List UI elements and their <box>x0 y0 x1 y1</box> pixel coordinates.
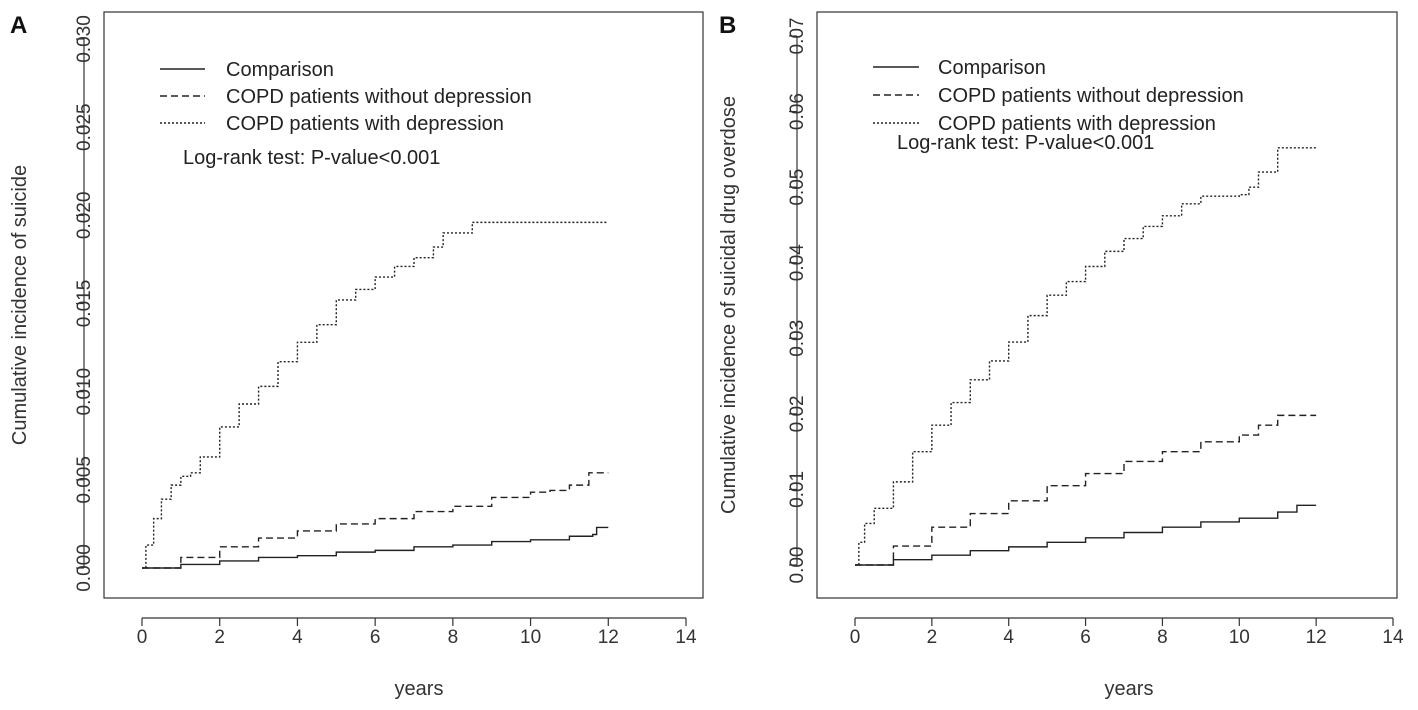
y-tick-label: 0.015 <box>74 280 95 328</box>
x-tick-label: 8 <box>448 627 459 648</box>
km-chart-drug-overdose: B 0 2 4 6 8 10 12 14 0.00 0.01 0.02 0.03 0.04 0.05 0.06… <box>718 11 1404 700</box>
y-tick-label: 0.04 <box>787 244 808 281</box>
y-tick-label: 0.01 <box>787 471 808 508</box>
series-line-dotted <box>855 147 1317 566</box>
x-tick-label: 12 <box>1306 627 1327 648</box>
y-tick-label: 0.010 <box>74 368 95 416</box>
y-tick-label: 0.05 <box>787 169 808 206</box>
y-tick-label: 0.06 <box>787 93 808 130</box>
legend-label: Comparison <box>226 59 334 81</box>
x-tick-label: 14 <box>675 627 697 648</box>
km-chart-suicide: A 0 2 4 6 8 10 12 14 0.000 0.005 0.010 0.015 0.020 0.0… <box>9 11 704 700</box>
series-line-dotted <box>142 221 609 569</box>
legend-label: Comparison <box>938 57 1046 79</box>
series-line-dashed <box>855 414 1317 566</box>
panel-label: B <box>719 12 736 39</box>
panel-a: A 0 2 4 6 8 10 12 14 0.000 0.005 0.010 0.015 0.020 0.0… <box>9 11 704 700</box>
log-rank-annotation: Log-rank test: P-value<0.001 <box>897 132 1154 154</box>
log-rank-annotation: Log-rank test: P-value<0.001 <box>183 147 440 169</box>
x-tick-label: 10 <box>520 627 541 648</box>
y-tick-label: 0.07 <box>787 18 808 55</box>
panel-b: B 0 2 4 6 8 10 12 14 0.00 0.01 0.02 0.03 0.04 0.05 0.06… <box>709 0 1418 710</box>
series-line-solid <box>855 504 1317 566</box>
legend-label: COPD patients without depression <box>226 86 532 108</box>
y-tick-label: 0.000 <box>74 544 95 592</box>
y-tick-label: 0.030 <box>74 15 95 63</box>
x-tick-label: 8 <box>1157 627 1168 648</box>
x-tick-label: 6 <box>1080 627 1091 648</box>
x-tick-label: 4 <box>1003 627 1014 648</box>
legend-label: COPD patients without depression <box>938 85 1244 107</box>
x-tick-label: 4 <box>292 627 303 648</box>
y-tick-label: 0.02 <box>787 395 808 432</box>
y-tick-label: 0.025 <box>74 103 95 151</box>
y-tick-label: 0.005 <box>74 456 95 504</box>
y-axis-title: Cumulative incidence of suicidal drug ov… <box>718 96 740 514</box>
plot-frame <box>103 11 704 599</box>
y-tick-label: 0.00 <box>787 547 808 584</box>
legend-label: COPD patients with depression <box>226 113 504 135</box>
y-tick-label: 0.020 <box>74 192 95 240</box>
series-line-dashed <box>142 472 609 569</box>
x-tick-label: 6 <box>370 627 381 648</box>
x-tick-label: 2 <box>214 627 225 648</box>
plot-frame <box>816 11 1398 599</box>
series-line-solid <box>142 526 609 569</box>
y-tick-label: 0.03 <box>787 320 808 357</box>
x-tick-label: 10 <box>1229 627 1250 648</box>
legend-label: COPD patients with depression <box>938 113 1216 135</box>
x-axis-title: years <box>1105 678 1154 700</box>
x-axis-title: years <box>395 678 444 700</box>
x-tick-label: 0 <box>137 627 148 648</box>
y-axis-title: Cumulative incidence of suicide <box>9 165 31 445</box>
panel-label: A <box>10 12 27 39</box>
x-tick-label: 12 <box>598 627 619 648</box>
x-tick-label: 0 <box>850 627 861 648</box>
x-tick-label: 14 <box>1382 627 1404 648</box>
x-tick-label: 2 <box>927 627 938 648</box>
